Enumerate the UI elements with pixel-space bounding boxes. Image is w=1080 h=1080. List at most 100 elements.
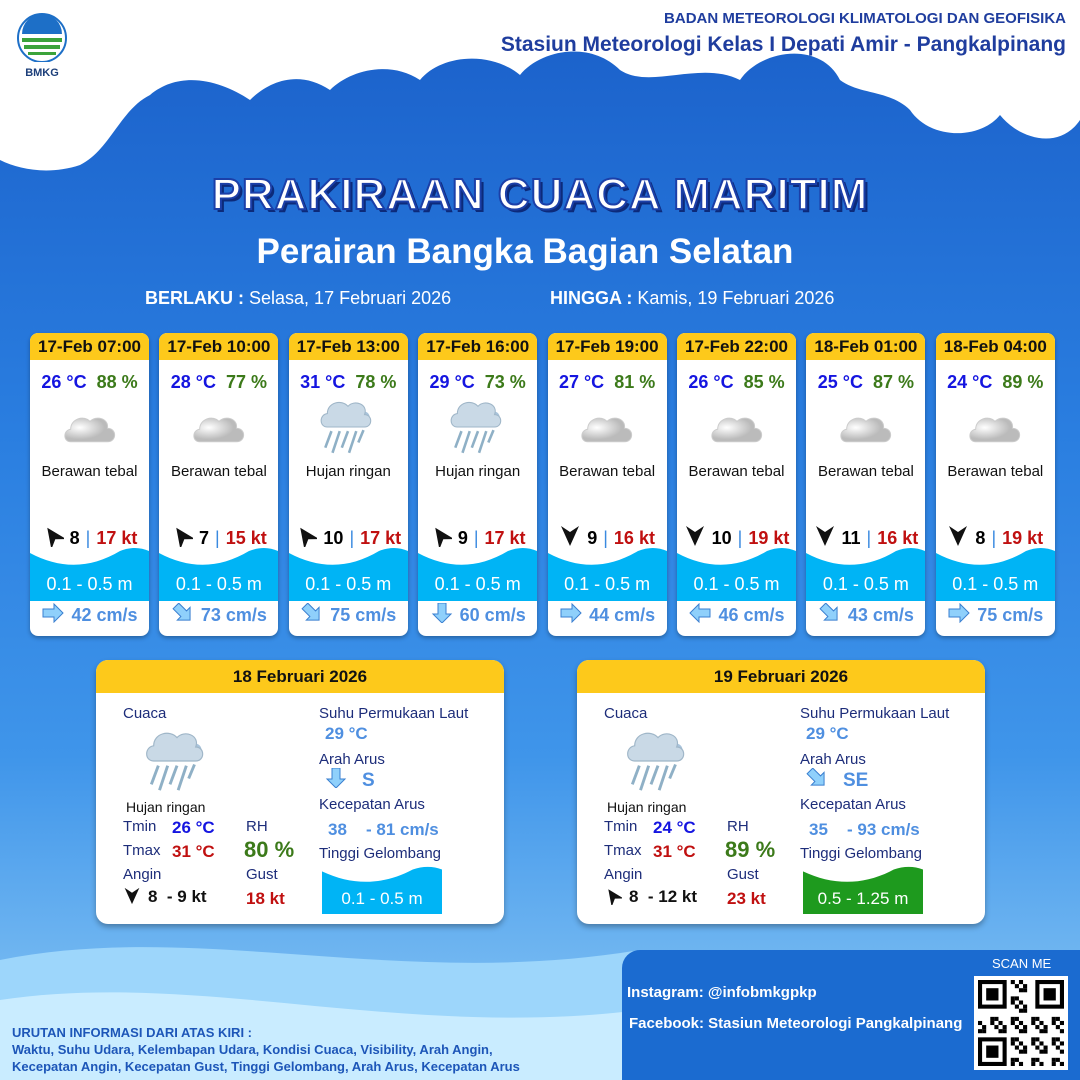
forecast-card: 18-Feb 04:00 24 °C 89 % Berawan tebal 8 | 1…: [935, 333, 1055, 636]
separator: |: [737, 528, 743, 548]
card-time: 17-Feb 22:00: [677, 333, 796, 360]
cloud-icon: [159, 397, 278, 457]
page-title: PRAKIRAAN CUACA MARITIM: [211, 169, 869, 220]
card-time: 17-Feb 07:00: [30, 333, 149, 360]
sst-label: Suhu Permukaan Laut: [319, 705, 469, 722]
wind-speed: 8: [975, 528, 986, 548]
cloud-icon: [806, 397, 925, 457]
wind-direction-icon: [947, 525, 969, 552]
weather-condition: Berawan tebal: [947, 463, 1044, 480]
tmax-value: 31 °C: [653, 842, 696, 861]
forecast-card: 17-Feb 16:00 29 °C 73 % Hujan ringan 9 | 17…: [418, 333, 538, 636]
page-subtitle: Perairan Bangka Bagian Selatan: [256, 232, 794, 271]
wave-height: 0.1 - 0.5 m: [564, 574, 651, 594]
legend-line1: Waktu, Suhu Udara, Kelembapan Udara, Kon…: [12, 1042, 493, 1057]
air-temp: 29 °C: [429, 372, 475, 392]
current-speed-max: - 81 cm/s: [366, 820, 439, 839]
tmin-value: 24 °C: [653, 818, 696, 837]
angin-label: Angin: [604, 866, 643, 883]
tmax-label: Tmax: [123, 842, 161, 859]
card-time: 17-Feb 19:00: [547, 333, 667, 360]
current-direction-icon: [171, 602, 195, 628]
daily-condition: Hujan ringan: [607, 799, 687, 815]
separator: |: [85, 528, 91, 548]
tmax-label: Tmax: [604, 842, 642, 859]
cloud-icon: [936, 397, 1055, 457]
wind-speed: 8: [69, 528, 80, 548]
facebook-link[interactable]: Facebook: Stasiun Meteorologi Pangkalpin…: [629, 1015, 963, 1032]
separator: |: [603, 528, 608, 548]
current-direction-icon: [688, 602, 712, 628]
weather-condition: Berawan tebal: [170, 463, 267, 480]
air-temp: 24 °C: [947, 372, 993, 392]
station-name: Stasiun Meteorologi Kelas I Depati Amir …: [500, 33, 1066, 56]
wind-direction-icon: [430, 525, 454, 552]
wind-direction-icon: [295, 525, 320, 552]
rain-icon: [623, 726, 693, 801]
forecast-card: 17-Feb 10:00 28 °C 77 % Berawan tebal 7 | 1…: [159, 333, 279, 636]
gust-label: Gust: [246, 866, 278, 883]
kecepatan-arus-label: Kecepatan Arus: [800, 796, 906, 813]
cloud-icon: [677, 397, 796, 457]
current-speed-min: 38: [328, 820, 347, 839]
arah-arus-value: S: [362, 770, 375, 791]
gust-speed: 19 kt: [748, 528, 790, 548]
wave-height: 0.1 - 0.5 m: [175, 574, 262, 594]
rh-value: 80 %: [244, 837, 295, 862]
wave-height-panel: 0.5 - 1.25 m: [803, 866, 923, 914]
wind-direction-icon: [559, 525, 581, 552]
tinggi-gelombang-label: Tinggi Gelombang: [800, 845, 923, 862]
current-direction-icon: [430, 602, 454, 628]
bottom-waves: [0, 947, 640, 1080]
card-time: 17-Feb 16:00: [418, 333, 538, 360]
current-direction-icon: [818, 602, 842, 628]
current-speed: 75 cm/s: [330, 605, 397, 625]
valid-to-date: Kamis, 19 Februari 2026: [637, 288, 835, 308]
gust-speed: 17 kt: [484, 528, 526, 548]
wind-speed: 9: [587, 528, 598, 548]
current-speed: 73 cm/s: [200, 605, 267, 625]
instagram-link[interactable]: Instagram: @infobmkgpkp: [627, 984, 817, 1001]
forecast-card: 17-Feb 22:00 26 °C 85 % Berawan tebal 10 |…: [677, 333, 796, 636]
gust-value: 18 kt: [246, 889, 285, 908]
gust-speed: 16 kt: [877, 528, 919, 548]
weather-condition: Hujan ringan: [435, 463, 521, 480]
air-temp: 31 °C: [300, 372, 346, 392]
bmkg-logo: BMKG: [14, 12, 70, 79]
separator: |: [473, 528, 479, 548]
wind-direction-icon: [123, 887, 141, 910]
separator: |: [349, 528, 355, 548]
daily-condition: Hujan ringan: [126, 799, 206, 815]
air-temp: 25 °C: [817, 372, 863, 392]
wind-speed: 7: [199, 528, 210, 548]
cuaca-label: Cuaca: [123, 705, 167, 722]
humidity: 89 %: [1002, 372, 1044, 392]
valid-to-label: HINGGA :: [550, 288, 633, 308]
current-speed: 46 cm/s: [718, 605, 785, 625]
wind-direction-icon: [171, 525, 196, 552]
wave-height-panel: 0.1 - 0.5 m: [935, 547, 1055, 601]
humidity: 73 %: [484, 372, 526, 392]
wind-direction-icon: [684, 525, 706, 552]
legend: URUTAN INFORMASI DARI ATAS KIRI : Waktu,…: [12, 1024, 520, 1075]
card-time: 17-Feb 13:00: [288, 333, 408, 360]
qr-code[interactable]: [974, 976, 1068, 1070]
arah-arus-label: Arah Arus: [800, 751, 866, 768]
humidity: 78 %: [355, 372, 397, 392]
current-direction-icon: [805, 767, 829, 793]
wind-range: 8 - 9 kt: [148, 887, 207, 906]
cloud-icon: [548, 397, 667, 457]
humidity: 87 %: [872, 372, 915, 392]
current-speed: 42 cm/s: [71, 605, 138, 625]
wave-height: 0.1 - 0.5 m: [46, 574, 133, 594]
tmin-label: Tmin: [123, 818, 157, 835]
tinggi-gelombang-label: Tinggi Gelombang: [319, 845, 442, 862]
wind-direction-icon: [42, 525, 66, 552]
kecepatan-arus-label: Kecepatan Arus: [319, 796, 425, 813]
legend-line2: Kecepatan Angin, Kecepatan Gust, Tinggi …: [12, 1059, 520, 1074]
wind-speed: 10: [711, 528, 732, 548]
valid-from-date: Selasa, 17 Februari 2026: [249, 288, 452, 308]
humidity: 88 %: [96, 372, 138, 392]
wave-height-panel: 0.1 - 0.5 m: [677, 547, 796, 601]
valid-from: BERLAKU : Selasa, 17 Februari 2026: [145, 288, 451, 309]
